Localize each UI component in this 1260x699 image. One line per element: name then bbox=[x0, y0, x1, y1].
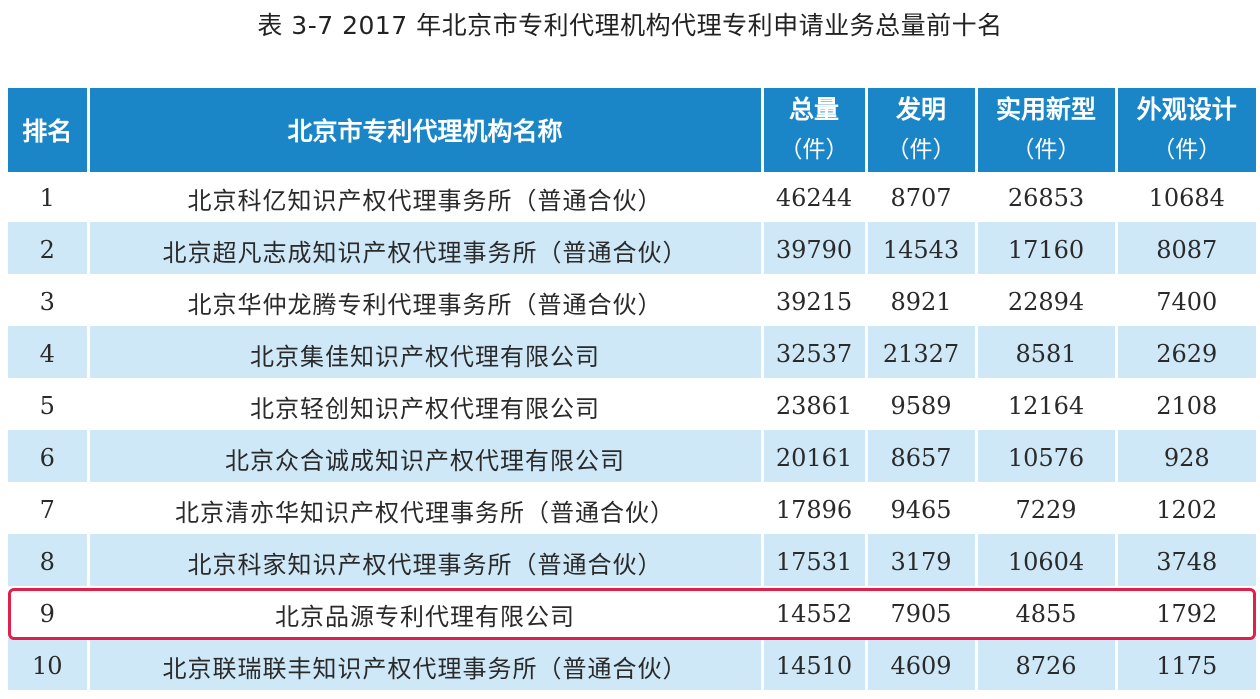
cell-agency-name: 北京轻创知识产权代理有限公司 bbox=[88, 380, 764, 432]
header-invention: 发明 （件） bbox=[866, 88, 978, 172]
cell-invention: 3179 bbox=[866, 536, 978, 588]
cell-invention: 8921 bbox=[866, 276, 978, 328]
table-row: 4 北京集佳知识产权代理有限公司 32537 21327 8581 2629 bbox=[8, 328, 1256, 380]
cell-invention: 8707 bbox=[866, 172, 978, 224]
cell-invention: 8657 bbox=[866, 432, 978, 484]
cell-design: 1175 bbox=[1116, 640, 1256, 692]
cell-utility: 10604 bbox=[976, 536, 1118, 588]
header-total-unit: （件） bbox=[779, 137, 849, 163]
cell-utility: 8726 bbox=[976, 640, 1118, 692]
cell-total: 14552 bbox=[762, 588, 868, 640]
cell-design: 1792 bbox=[1116, 588, 1256, 640]
table-row: 8 北京科家知识产权代理事务所（普通合伙） 17531 3179 10604 3… bbox=[8, 536, 1256, 588]
cell-total: 20161 bbox=[762, 432, 868, 484]
header-utility-label: 实用新型 bbox=[995, 95, 1096, 124]
table-row: 1 北京科亿知识产权代理事务所（普通合伙） 46244 8707 26853 1… bbox=[8, 172, 1256, 224]
cell-utility: 4855 bbox=[976, 588, 1118, 640]
ranking-table: 排名 北京市专利代理机构名称 总量 （件） 发明 （件） 实用新型 （件） 外观… bbox=[8, 88, 1256, 692]
cell-design: 2629 bbox=[1116, 328, 1256, 380]
cell-design: 928 bbox=[1116, 432, 1256, 484]
header-design-label: 外观设计 bbox=[1136, 95, 1237, 124]
table-row: 6 北京众合诚成知识产权代理有限公司 20161 8657 10576 928 bbox=[8, 432, 1256, 484]
header-invention-unit: （件） bbox=[886, 137, 956, 163]
header-utility: 实用新型 （件） bbox=[976, 88, 1118, 172]
cell-agency-name: 北京集佳知识产权代理有限公司 bbox=[88, 328, 764, 380]
cell-rank: 4 bbox=[8, 328, 90, 380]
cell-design: 1202 bbox=[1116, 484, 1256, 536]
cell-total: 17896 bbox=[762, 484, 868, 536]
header-invention-label: 发明 bbox=[895, 95, 946, 124]
header-total: 总量 （件） bbox=[762, 88, 868, 172]
cell-invention: 9589 bbox=[866, 380, 978, 432]
table-row: 5 北京轻创知识产权代理有限公司 23861 9589 12164 2108 bbox=[8, 380, 1256, 432]
cell-utility: 22894 bbox=[976, 276, 1118, 328]
table-row: 7 北京清亦华知识产权代理事务所（普通合伙） 17896 9465 7229 1… bbox=[8, 484, 1256, 536]
cell-rank: 1 bbox=[8, 172, 90, 224]
cell-total: 17531 bbox=[762, 536, 868, 588]
cell-total: 32537 bbox=[762, 328, 868, 380]
cell-rank: 7 bbox=[8, 484, 90, 536]
cell-utility: 12164 bbox=[976, 380, 1118, 432]
cell-agency-name: 北京超凡志成知识产权代理事务所（普通合伙） bbox=[88, 224, 764, 276]
cell-rank: 9 bbox=[8, 588, 90, 640]
cell-total: 39215 bbox=[762, 276, 868, 328]
cell-rank: 10 bbox=[8, 640, 90, 692]
cell-agency-name: 北京科亿知识产权代理事务所（普通合伙） bbox=[88, 172, 764, 224]
cell-invention: 4609 bbox=[866, 640, 978, 692]
cell-invention: 7905 bbox=[866, 588, 978, 640]
cell-invention: 14543 bbox=[866, 224, 978, 276]
cell-design: 7400 bbox=[1116, 276, 1256, 328]
cell-rank: 8 bbox=[8, 536, 90, 588]
header-total-label: 总量 bbox=[788, 95, 839, 124]
cell-agency-name: 北京华仲龙腾专利代理事务所（普通合伙） bbox=[88, 276, 764, 328]
cell-utility: 10576 bbox=[976, 432, 1118, 484]
cell-utility: 8581 bbox=[976, 328, 1118, 380]
cell-invention: 21327 bbox=[866, 328, 978, 380]
table-row-highlighted: 9 北京品源专利代理有限公司 14552 7905 4855 1792 bbox=[8, 588, 1256, 640]
cell-agency-name: 北京科家知识产权代理事务所（普通合伙） bbox=[88, 536, 764, 588]
header-utility-unit: （件） bbox=[1011, 137, 1081, 163]
header-agency-name: 北京市专利代理机构名称 bbox=[88, 88, 764, 172]
header-design: 外观设计 （件） bbox=[1116, 88, 1256, 172]
table-row: 10 北京联瑞联丰知识产权代理事务所（普通合伙） 14510 4609 8726… bbox=[8, 640, 1256, 692]
cell-utility: 26853 bbox=[976, 172, 1118, 224]
cell-rank: 2 bbox=[8, 224, 90, 276]
cell-design: 3748 bbox=[1116, 536, 1256, 588]
cell-total: 46244 bbox=[762, 172, 868, 224]
cell-rank: 6 bbox=[8, 432, 90, 484]
cell-agency-name: 北京联瑞联丰知识产权代理事务所（普通合伙） bbox=[88, 640, 764, 692]
cell-agency-name: 北京品源专利代理有限公司 bbox=[88, 588, 764, 640]
cell-design: 2108 bbox=[1116, 380, 1256, 432]
cell-agency-name: 北京清亦华知识产权代理事务所（普通合伙） bbox=[88, 484, 764, 536]
table-row: 2 北京超凡志成知识产权代理事务所（普通合伙） 39790 14543 1716… bbox=[8, 224, 1256, 276]
table-row: 3 北京华仲龙腾专利代理事务所（普通合伙） 39215 8921 22894 7… bbox=[8, 276, 1256, 328]
table-caption: 表 3-7 2017 年北京市专利代理机构代理专利申请业务总量前十名 bbox=[257, 11, 1003, 40]
cell-rank: 3 bbox=[8, 276, 90, 328]
cell-total: 14510 bbox=[762, 640, 868, 692]
cell-design: 8087 bbox=[1116, 224, 1256, 276]
table-header-row: 排名 北京市专利代理机构名称 总量 （件） 发明 （件） 实用新型 （件） 外观… bbox=[8, 88, 1256, 172]
header-rank: 排名 bbox=[8, 88, 90, 172]
cell-utility: 7229 bbox=[976, 484, 1118, 536]
cell-total: 23861 bbox=[762, 380, 868, 432]
cell-invention: 9465 bbox=[866, 484, 978, 536]
cell-total: 39790 bbox=[762, 224, 868, 276]
header-design-unit: （件） bbox=[1152, 137, 1222, 163]
cell-agency-name: 北京众合诚成知识产权代理有限公司 bbox=[88, 432, 764, 484]
cell-rank: 5 bbox=[8, 380, 90, 432]
cell-utility: 17160 bbox=[976, 224, 1118, 276]
cell-design: 10684 bbox=[1116, 172, 1256, 224]
